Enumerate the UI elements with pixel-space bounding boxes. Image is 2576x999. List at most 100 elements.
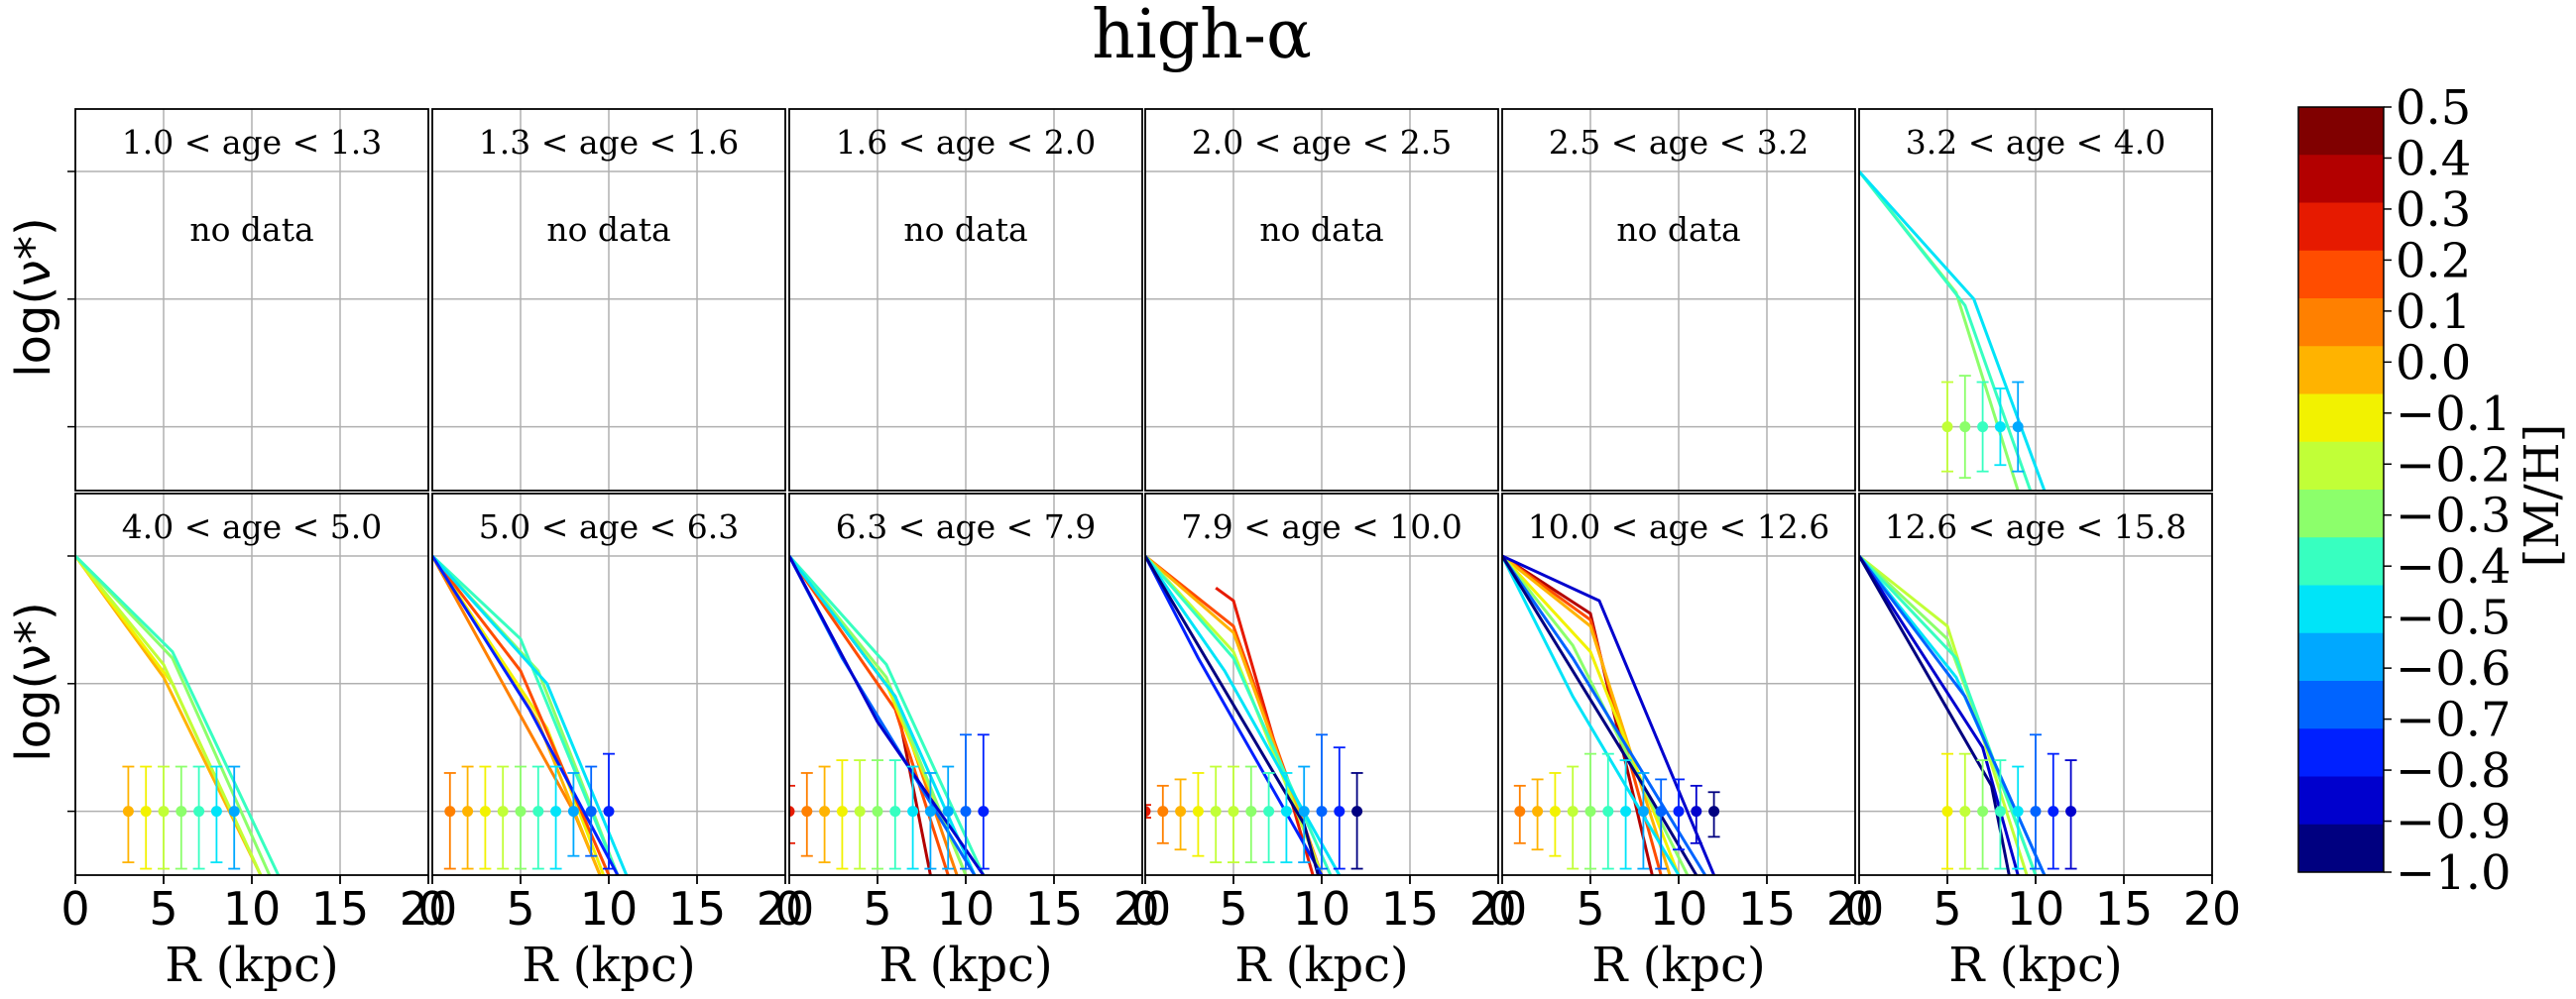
data-point (1531, 778, 1544, 851)
colorbar: 0.50.40.30.20.10.0−0.1−0.2−0.3−0.4−0.5−0… (2297, 80, 2512, 901)
colorbar-tick-label: −0.7 (2396, 693, 2512, 748)
x-tick-label: 0 (1487, 882, 1516, 936)
series-line (1859, 169, 2047, 491)
data-point (1280, 772, 1293, 864)
data-point (1958, 752, 1971, 870)
colorbar-segment (2298, 632, 2384, 682)
colorbar-tick-label: −0.4 (2396, 539, 2512, 595)
series-line (1859, 554, 2038, 875)
panel-age-label: 1.3 < age < 1.6 (479, 123, 740, 162)
panel: 6.3 < age < 7.9 0 5 10 15 20 R (kpc) (774, 493, 1171, 993)
x-tick-label: 10 (1650, 882, 1708, 936)
data-point (818, 765, 831, 864)
panel: 3.2 < age < 4.0 (1858, 108, 2213, 492)
colorbar-tick-label: −0.9 (2396, 795, 2512, 850)
data-point (1316, 733, 1328, 870)
colorbar-segment (2298, 250, 2384, 299)
x-tick-label: 15 (311, 882, 370, 936)
data-point (800, 772, 813, 857)
x-axis-label: R (kpc) (1948, 938, 2123, 993)
data-point (1994, 759, 2007, 870)
colorbar-tick-label: −1.0 (2396, 845, 2512, 901)
panel-grid: 1.0 < age < 1.3 no data 1.3 < age < 1.6 no … (60, 108, 2241, 993)
panel: 2.5 < age < 3.2 no data (1501, 108, 1856, 492)
y-axis-label-top: log(ν*) (6, 217, 61, 377)
x-tick-label: 0 (417, 882, 446, 936)
no-data-label: no data (903, 210, 1027, 249)
colorbar-segment (2298, 107, 2384, 156)
x-tick-label: 20 (1826, 882, 1885, 936)
colorbar-segment (2298, 441, 2384, 491)
panel: 10.0 < age < 12.6 0 5 10 15 20 R (kpc) (1487, 493, 1885, 993)
data-point (175, 765, 187, 870)
colorbar-segment (2298, 155, 2384, 203)
colorbar-tick-label: 0.2 (2396, 233, 2471, 288)
data-point (854, 759, 867, 870)
panel-age-label: 4.0 < age < 5.0 (122, 507, 383, 546)
series-line (1859, 170, 2020, 491)
data-point (585, 765, 598, 857)
x-tick-label: 15 (1025, 882, 1084, 936)
data-point (2047, 752, 2059, 870)
colorbar-tick-label: 0.0 (2396, 335, 2471, 390)
data-point (192, 765, 205, 870)
no-data-label: no data (189, 210, 313, 249)
x-tick-label: 10 (580, 882, 639, 936)
figure-title: high-α (1092, 0, 1312, 74)
data-point (461, 765, 474, 870)
data-point (1707, 791, 1720, 838)
series-line (75, 554, 281, 875)
x-tick-label: 15 (1381, 882, 1440, 936)
data-point (789, 784, 795, 844)
panel: 1.0 < age < 1.3 no data (67, 108, 429, 492)
data-point (1244, 765, 1257, 864)
x-tick-label: 0 (60, 882, 89, 936)
data-point (1619, 759, 1632, 870)
series-line (432, 555, 620, 875)
data-point (2012, 381, 2025, 473)
data-point (228, 765, 241, 870)
series-line (432, 555, 606, 875)
panel-age-label: 1.0 < age < 1.3 (122, 123, 383, 162)
colorbar-segment (2298, 728, 2384, 777)
data-point (1941, 752, 1953, 870)
panel: 1.3 < age < 1.6 no data (431, 108, 786, 492)
data-point (1174, 778, 1187, 851)
data-point (1601, 752, 1614, 870)
x-tick-label: 5 (149, 882, 177, 936)
colorbar-segment (2298, 776, 2384, 826)
x-tick-label: 15 (668, 882, 727, 936)
data-point (1156, 784, 1169, 844)
data-point (1941, 381, 1953, 473)
panel-frame (1858, 108, 2213, 492)
data-point (1567, 765, 1580, 870)
series-line (1502, 554, 1715, 875)
panel: 7.9 < age < 10.0 0 5 10 15 20 R (kpc) (1130, 493, 1528, 993)
data-point (1690, 784, 1702, 844)
panel-age-label: 6.3 < age < 7.9 (836, 507, 1097, 546)
colorbar-tick-label: −0.5 (2396, 591, 2512, 646)
data-point (872, 759, 883, 870)
series-line (789, 555, 977, 875)
data-point (2030, 733, 2042, 870)
series-line (432, 555, 602, 875)
x-tick-label: 20 (757, 882, 815, 936)
colorbar-segment (2298, 824, 2384, 873)
data-point (1549, 772, 1562, 857)
x-tick-label: 5 (1219, 882, 1247, 936)
panel: 12.6 < age < 15.8 0 5 10 15 20 R (kpc) (1844, 493, 2241, 993)
series-line (1859, 555, 2011, 875)
colorbar-tick-label: 0.4 (2396, 131, 2471, 186)
series-line (1145, 555, 1324, 875)
data-point (1145, 804, 1151, 819)
colorbar-segment (2298, 537, 2384, 586)
no-data-label: no data (1259, 210, 1383, 249)
x-tick-label: 10 (2007, 882, 2065, 936)
data-point (1228, 765, 1239, 864)
data-point (2012, 765, 2025, 870)
data-point (549, 765, 562, 870)
x-tick-label: 20 (1469, 882, 1528, 936)
panel: 2.0 < age < 2.5 no data (1144, 108, 1499, 492)
series-line (1502, 554, 1654, 875)
